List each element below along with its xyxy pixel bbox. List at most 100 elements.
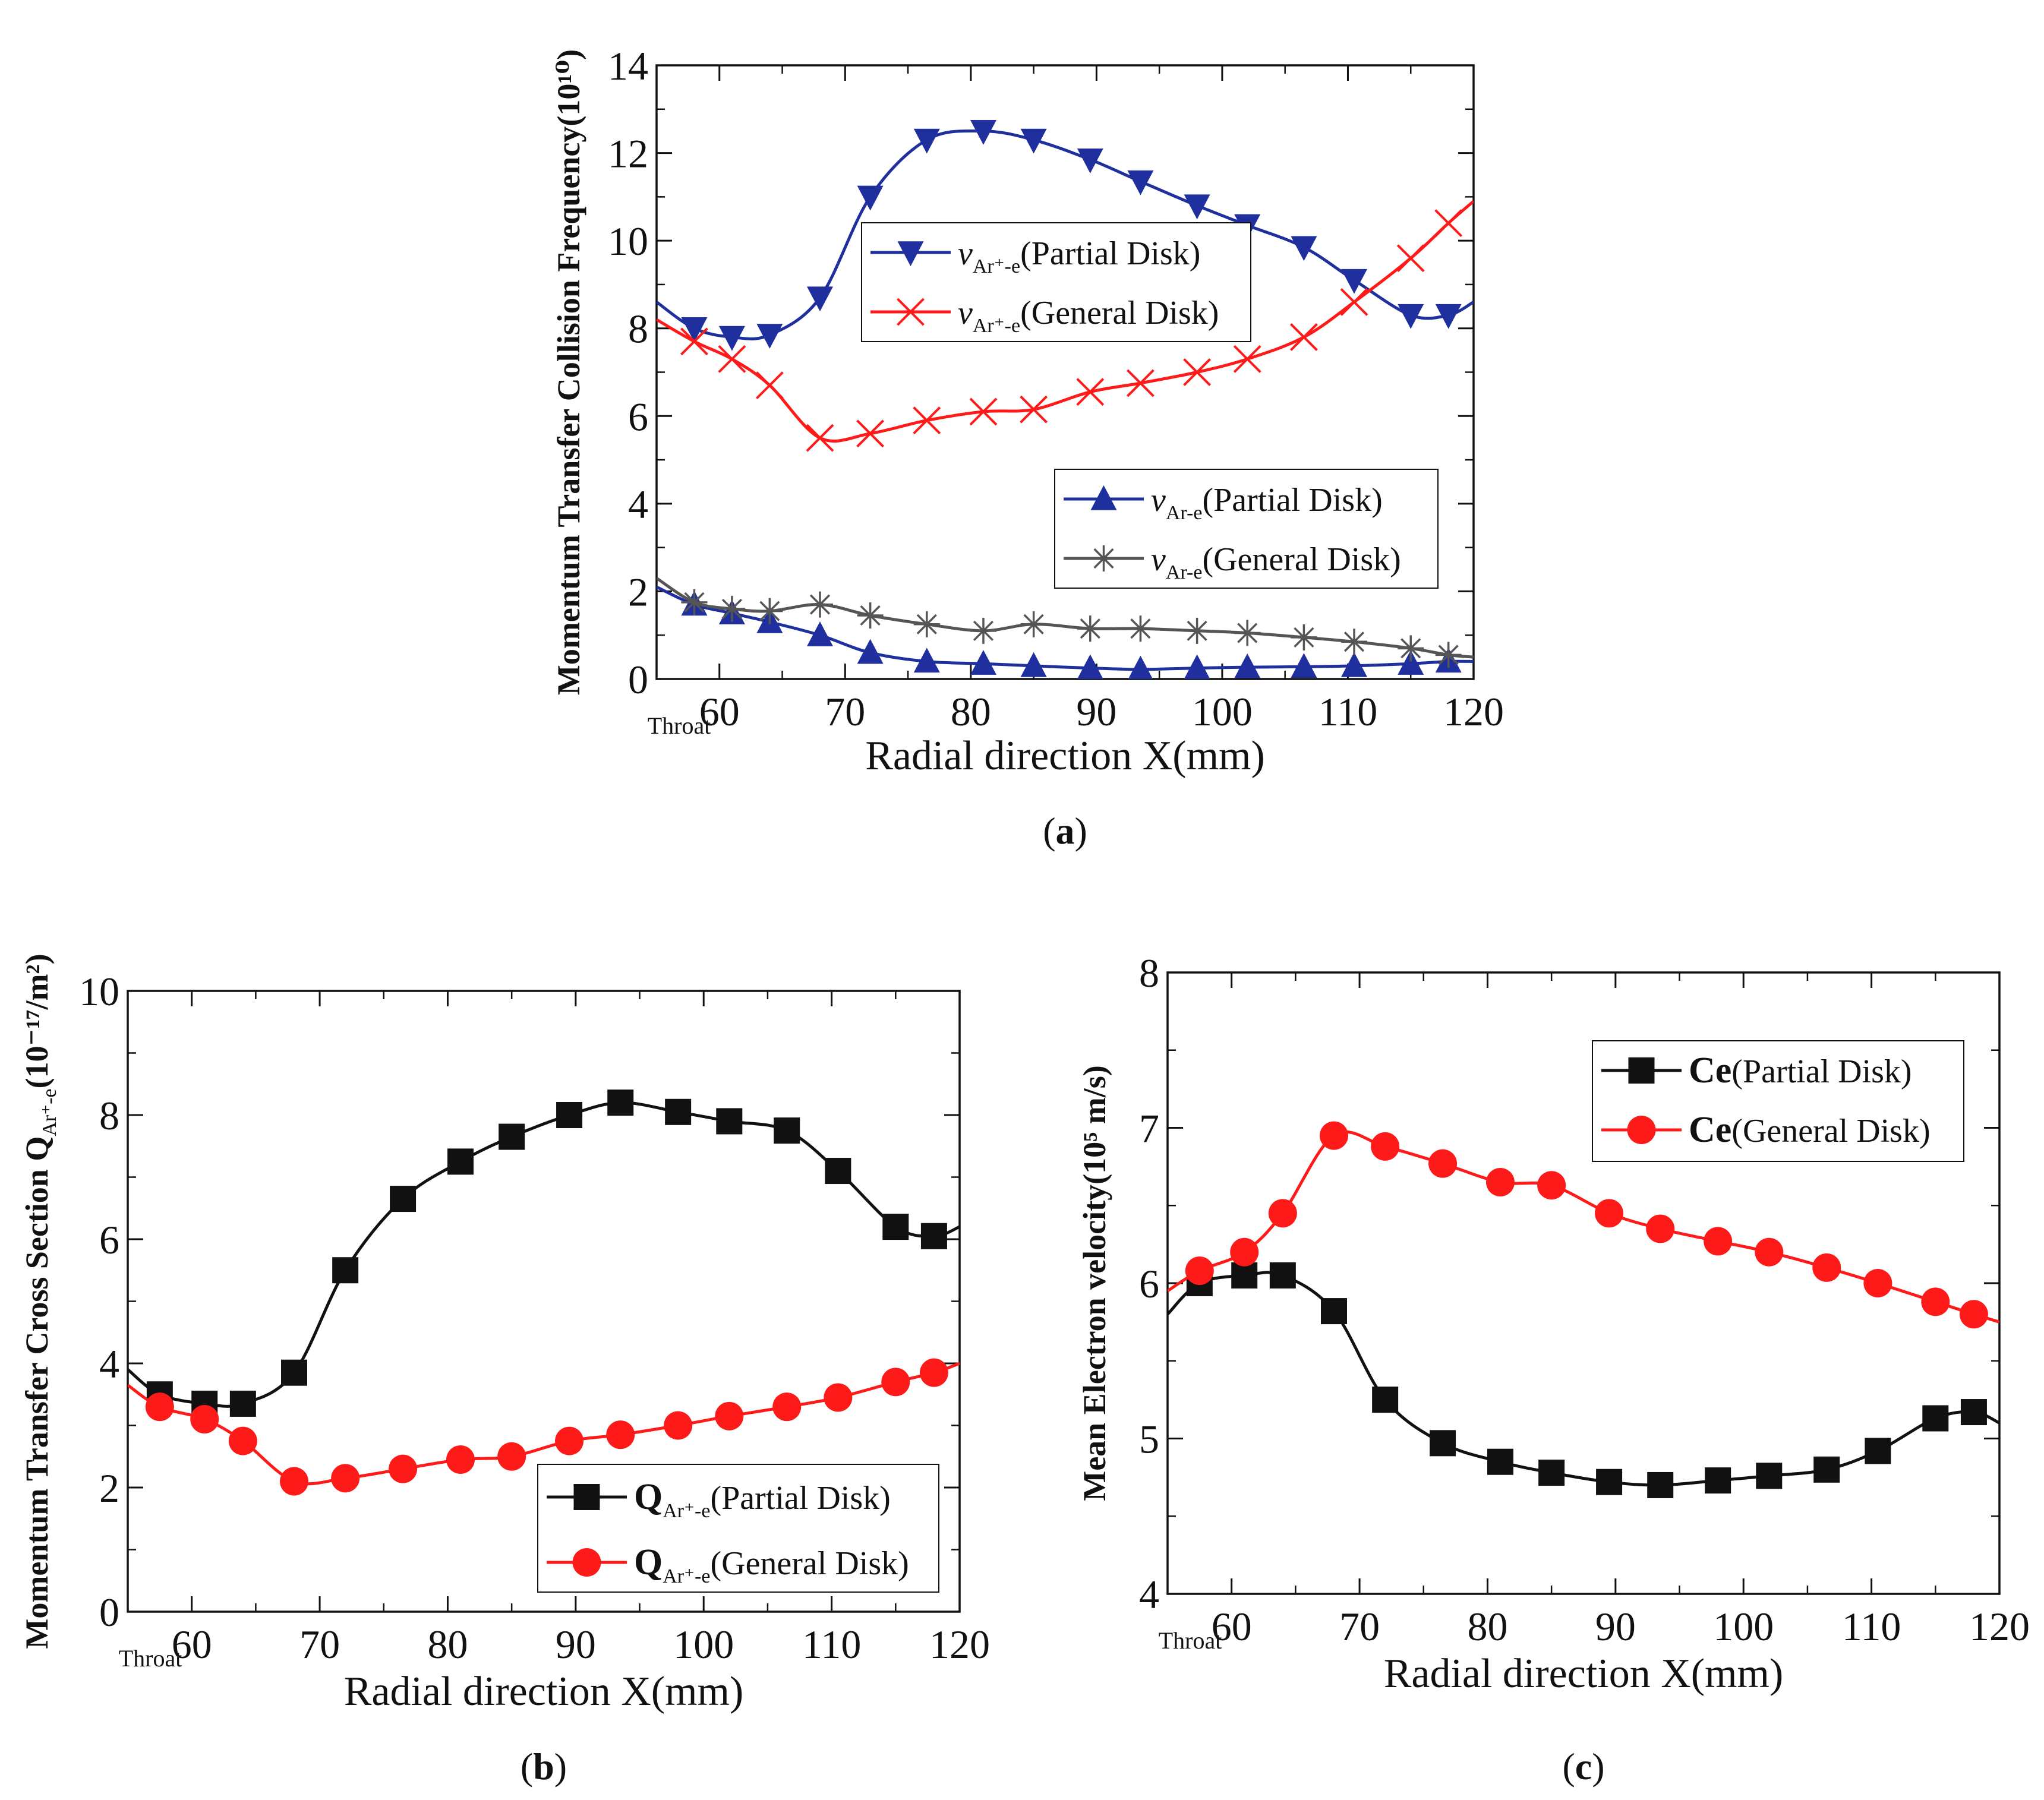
data-point	[1921, 1287, 1950, 1316]
series-c-0	[1168, 1262, 1999, 1498]
y-tick-label: 8	[1139, 950, 1159, 996]
x-tick-label: 60	[699, 689, 740, 734]
x-tick-label: 100	[1192, 689, 1253, 734]
data-point	[1291, 236, 1317, 261]
y-tick-label: 12	[608, 131, 648, 176]
data-point	[1077, 615, 1103, 642]
data-point	[1184, 617, 1210, 644]
data-point	[229, 1390, 256, 1417]
data-point	[1398, 304, 1424, 329]
data-point	[969, 397, 998, 426]
data-point	[1290, 323, 1318, 351]
y-tick-label: 10	[79, 969, 119, 1014]
series-line	[128, 1101, 960, 1408]
data-point	[1435, 642, 1462, 668]
data-point	[1705, 1467, 1731, 1494]
x-tick-label: 90	[1076, 689, 1116, 734]
legend-swatch-marker	[1628, 1057, 1655, 1084]
x-tick-label: 90	[1595, 1604, 1636, 1649]
data-point	[1341, 269, 1368, 294]
data-point	[1538, 1460, 1565, 1486]
legend-swatch-marker	[897, 298, 925, 326]
data-point	[680, 327, 708, 356]
legend-entry-label: νAr-e(General Disk)	[1151, 541, 1401, 583]
x-axis-label: Radial direction X(mm)	[344, 1669, 744, 1714]
data-point	[664, 1411, 693, 1440]
panel-label: (b)	[521, 1745, 567, 1788]
x-tick-label: 100	[673, 1622, 734, 1667]
data-point	[1812, 1253, 1841, 1282]
y-tick-label: 4	[628, 482, 648, 527]
data-point	[447, 1148, 474, 1175]
data-point	[716, 1108, 743, 1135]
data-point	[389, 1454, 418, 1483]
data-point	[718, 595, 745, 622]
data-point	[1596, 1469, 1623, 1495]
series-c-1	[1168, 1121, 1999, 1329]
data-point	[857, 639, 884, 664]
data-point	[1340, 288, 1368, 316]
y-tick-label: 6	[1139, 1261, 1159, 1306]
legend-swatch-marker	[572, 1548, 601, 1577]
panel-label: (c)	[1562, 1745, 1604, 1788]
data-point	[607, 1090, 634, 1116]
data-point	[1183, 358, 1212, 386]
x-tick-label: 80	[951, 689, 991, 734]
data-point	[1020, 128, 1047, 154]
data-point	[1341, 652, 1368, 677]
y-tick-label: 14	[608, 43, 648, 89]
data-point	[857, 185, 884, 211]
data-point	[1127, 170, 1154, 195]
data-point	[1127, 615, 1154, 642]
legend-swatch-marker	[1627, 1116, 1656, 1144]
chart-panel-a: 0 2 4 6 8 10 12 14 60 70 80 90 100 110 120 Throat Radial…	[551, 43, 1504, 852]
data-point	[281, 1359, 307, 1386]
data-point	[1184, 654, 1210, 679]
data-point	[1372, 1387, 1399, 1413]
x-tick-label: 100	[1713, 1604, 1774, 1649]
data-point	[1428, 1149, 1458, 1178]
x-tick-label: 70	[1339, 1604, 1380, 1649]
x-tick-label: 60	[172, 1622, 212, 1667]
chart-panel-b: 0 2 4 6 8 10 60 70 80 90 100 110 120 Throat Radial dir…	[19, 953, 990, 1788]
x-tick-label: 80	[427, 1622, 468, 1667]
legend-b-0: QAr⁺-e(Partial Disk) QAr⁺-e(General Disk)	[537, 1464, 939, 1593]
x-tick-label: 70	[299, 1622, 340, 1667]
data-point	[1291, 653, 1317, 678]
x-tick-label: 120	[929, 1622, 990, 1667]
y-tick-label: 5	[1139, 1417, 1159, 1462]
data-point	[446, 1445, 475, 1474]
data-point	[390, 1186, 417, 1212]
data-point	[824, 1383, 853, 1412]
data-point	[145, 1392, 174, 1422]
data-point	[1922, 1405, 1949, 1432]
chart-panel-c: 4 5 6 7 8 60 70 80 90 100 110 120 Throat Radial direc…	[1077, 950, 2030, 1788]
data-point	[606, 1420, 635, 1450]
y-tick-label: 6	[99, 1217, 119, 1262]
data-point	[1341, 629, 1368, 655]
y-tick-label: 2	[628, 569, 648, 614]
data-point	[1430, 1430, 1456, 1457]
y-axis-label: Momentum Transfer Cross Section QAr⁺-e(1…	[19, 953, 61, 1649]
data-point	[1647, 1471, 1674, 1498]
data-point	[913, 648, 940, 673]
data-point	[1128, 655, 1153, 679]
data-point	[1234, 653, 1261, 678]
x-tick-label: 110	[1842, 1604, 1901, 1649]
y-tick-label: 8	[99, 1093, 119, 1138]
data-point	[280, 1467, 308, 1496]
data-point	[1076, 378, 1105, 406]
data-point	[1865, 1438, 1891, 1464]
y-tick-label: 10	[608, 219, 648, 264]
data-point	[970, 617, 996, 644]
y-tick-label: 0	[628, 657, 648, 702]
data-point	[1233, 345, 1261, 373]
panel-label: (a)	[1043, 810, 1087, 852]
data-point	[1231, 1262, 1258, 1289]
y-tick-label: 7	[1139, 1106, 1159, 1151]
data-point	[1398, 650, 1424, 675]
data-point	[1077, 148, 1103, 173]
data-point	[970, 119, 996, 145]
y-tick-label: 8	[628, 307, 648, 352]
